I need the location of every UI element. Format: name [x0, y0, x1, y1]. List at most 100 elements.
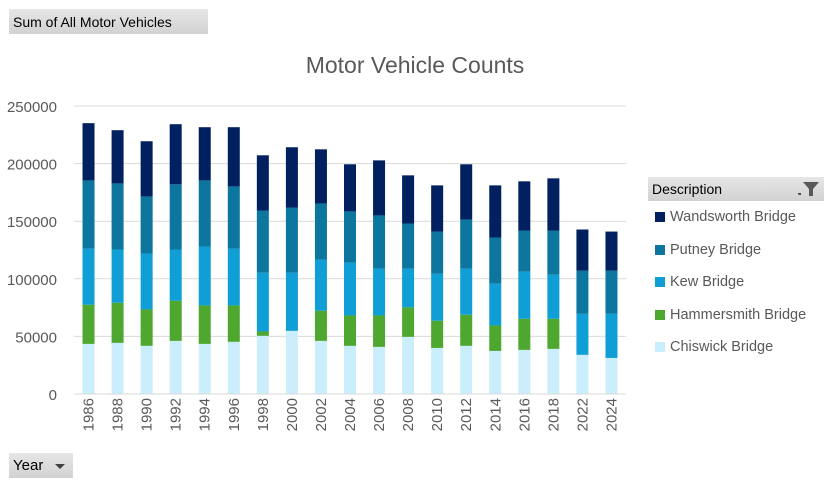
y-tick-label: 150000	[7, 214, 57, 231]
bar-segment-hammersmith-bridge	[227, 305, 240, 342]
bar-segment-kew-bridge	[140, 253, 153, 310]
bar-segment-wandsworth-bridge	[227, 127, 240, 187]
bar-segment-chiswick-bridge	[111, 342, 124, 394]
bar-segment-kew-bridge	[402, 268, 415, 308]
chart-title: Motor Vehicle Counts	[305, 52, 525, 78]
y-tick-label: 100000	[7, 272, 57, 289]
bar-segment-chiswick-bridge	[169, 340, 182, 394]
bar-segment-kew-bridge	[431, 273, 444, 321]
x-tick-label: 2024	[603, 398, 620, 431]
bar-segment-putney-bridge	[547, 230, 560, 275]
legend-label: Hammersmith Bridge	[670, 306, 807, 323]
bar-segment-chiswick-bridge	[285, 330, 298, 394]
bar-segment-putney-bridge	[373, 215, 386, 269]
bar-segment-chiswick-bridge	[547, 348, 560, 394]
x-tick-label: 2016	[516, 398, 533, 431]
x-tick-label: 2014	[487, 398, 504, 431]
bar-segment-wandsworth-bridge	[576, 229, 589, 271]
bar-segment-wandsworth-bridge	[285, 147, 298, 208]
legend-label: Chiswick Bridge	[670, 339, 774, 355]
x-tick-label: 2002	[313, 398, 330, 431]
legend-label: Wandsworth Bridge	[670, 209, 796, 225]
bar-segment-chiswick-bridge	[605, 357, 618, 394]
filter-icon[interactable]	[798, 180, 820, 201]
bar-segment-chiswick-bridge	[402, 336, 415, 394]
bar-segment-kew-bridge	[547, 274, 560, 319]
bar-segment-kew-bridge	[285, 272, 298, 331]
x-tick-label: 2000	[284, 398, 301, 431]
bar-segment-wandsworth-bridge	[111, 130, 124, 184]
dropdown-arrow-icon[interactable]	[55, 464, 65, 469]
x-tick-label: 1998	[255, 398, 272, 431]
bar-segment-putney-bridge	[198, 180, 211, 247]
x-tick-label: 2006	[371, 398, 388, 431]
bar-segment-chiswick-bridge	[314, 340, 327, 394]
bar-segment-kew-bridge	[518, 271, 531, 319]
bar-segment-chiswick-bridge	[576, 354, 589, 394]
bar-segment-putney-bridge	[518, 230, 531, 272]
legend-swatch	[655, 309, 665, 320]
bar-segment-kew-bridge	[373, 268, 386, 316]
legend-item: Kew Bridge	[655, 274, 744, 290]
bar-segment-kew-bridge	[344, 262, 356, 316]
bar-segment-kew-bridge	[314, 259, 327, 311]
bar-segment-putney-bridge	[256, 210, 269, 273]
bar-segment-wandsworth-bridge	[605, 231, 618, 271]
bar-segment-hammersmith-bridge	[344, 315, 356, 346]
legend-field-label: Description	[652, 181, 723, 197]
bar-segment-wandsworth-bridge	[460, 164, 473, 220]
year-field-button[interactable]: Year	[9, 453, 73, 478]
year-field-label: Year	[13, 457, 44, 474]
bar-segment-putney-bridge	[169, 184, 182, 250]
bar-segment-kew-bridge	[198, 246, 211, 306]
x-tick-label: 2012	[458, 398, 475, 431]
bar-segment-chiswick-bridge	[82, 343, 95, 394]
bar-segment-wandsworth-bridge	[547, 178, 560, 231]
x-tick-label: 2018	[545, 398, 562, 431]
bar-segment-wandsworth-bridge	[518, 181, 531, 231]
legend-field-button[interactable]: Description	[648, 177, 824, 201]
bar-segment-hammersmith-bridge	[518, 318, 531, 350]
bar-segment-hammersmith-bridge	[82, 304, 95, 344]
bar-segment-hammersmith-bridge	[460, 314, 473, 346]
bar-segment-putney-bridge	[576, 270, 589, 314]
bar-segment-putney-bridge	[605, 270, 618, 314]
bar-segment-kew-bridge	[227, 248, 240, 306]
bar-segment-kew-bridge	[460, 268, 473, 315]
x-tick-label: 1988	[110, 398, 127, 431]
bar-segment-kew-bridge	[605, 313, 618, 358]
bar-segment-wandsworth-bridge	[373, 160, 386, 216]
legend-swatch	[655, 244, 665, 255]
values-field-label: Sum of All Motor Vehicles	[13, 13, 172, 30]
bar-segment-hammersmith-bridge	[314, 310, 327, 341]
bar-segment-chiswick-bridge	[198, 343, 211, 394]
bar-segment-wandsworth-bridge	[489, 185, 502, 238]
bar-segment-hammersmith-bridge	[489, 325, 502, 351]
bar-segment-putney-bridge	[460, 219, 473, 269]
x-tick-label: 2022	[574, 398, 591, 431]
bar-segment-putney-bridge	[402, 223, 415, 269]
bar-segment-kew-bridge	[169, 249, 182, 301]
bar-segment-kew-bridge	[489, 283, 502, 326]
bar-segment-wandsworth-bridge	[402, 175, 415, 224]
bar-segment-chiswick-bridge	[431, 347, 444, 394]
bar-segment-hammersmith-bridge	[547, 318, 560, 349]
bar-segment-hammersmith-bridge	[373, 315, 386, 347]
bar-segment-putney-bridge	[227, 186, 240, 249]
bar-segment-chiswick-bridge	[227, 341, 240, 394]
bar-segment-putney-bridge	[140, 196, 153, 254]
bar-segment-hammersmith-bridge	[198, 305, 211, 344]
bar-segment-wandsworth-bridge	[314, 149, 327, 204]
bar-segment-hammersmith-bridge	[402, 307, 415, 337]
bar-segment-chiswick-bridge	[140, 345, 153, 394]
bar-segment-wandsworth-bridge	[256, 155, 269, 211]
values-field-button[interactable]: Sum of All Motor Vehicles	[9, 9, 208, 34]
y-tick-label: 0	[49, 387, 57, 404]
bar-segment-wandsworth-bridge	[344, 164, 356, 212]
x-tick-label: 1990	[139, 398, 156, 431]
legend-label: Putney Bridge	[670, 241, 762, 258]
bar-segment-putney-bridge	[431, 231, 444, 274]
bar-segment-kew-bridge	[111, 249, 124, 303]
y-tick-label: 50000	[15, 329, 57, 346]
